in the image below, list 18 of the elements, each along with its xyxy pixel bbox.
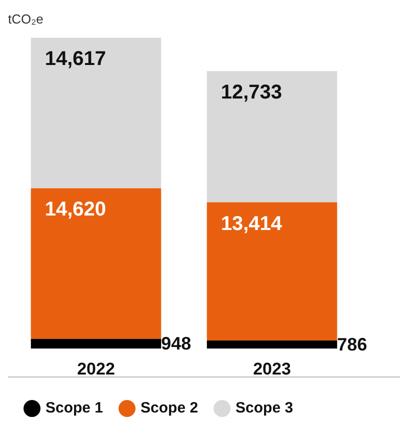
bar: [30, 188, 162, 339]
x-tick-label: 2023: [253, 359, 291, 378]
data-label: 14,620: [44, 198, 106, 221]
data-label: 786: [337, 334, 368, 355]
data-label: 948: [161, 334, 192, 354]
data-label: 12,733: [220, 82, 282, 104]
data-label: 14,617: [44, 48, 106, 70]
x-tick-label: 2022: [77, 359, 115, 378]
bar: [30, 38, 162, 188]
bar: [206, 340, 338, 349]
data-label: 13,414: [220, 212, 283, 235]
bar: [206, 202, 338, 340]
legend-label: Scope 2: [140, 400, 198, 417]
legend-label: Scope 1: [46, 400, 104, 417]
bar: [30, 338, 162, 349]
bar: [206, 71, 338, 202]
legend-label: Scope 3: [236, 400, 294, 417]
y-axis-title: tCO₂e: [8, 11, 44, 26]
